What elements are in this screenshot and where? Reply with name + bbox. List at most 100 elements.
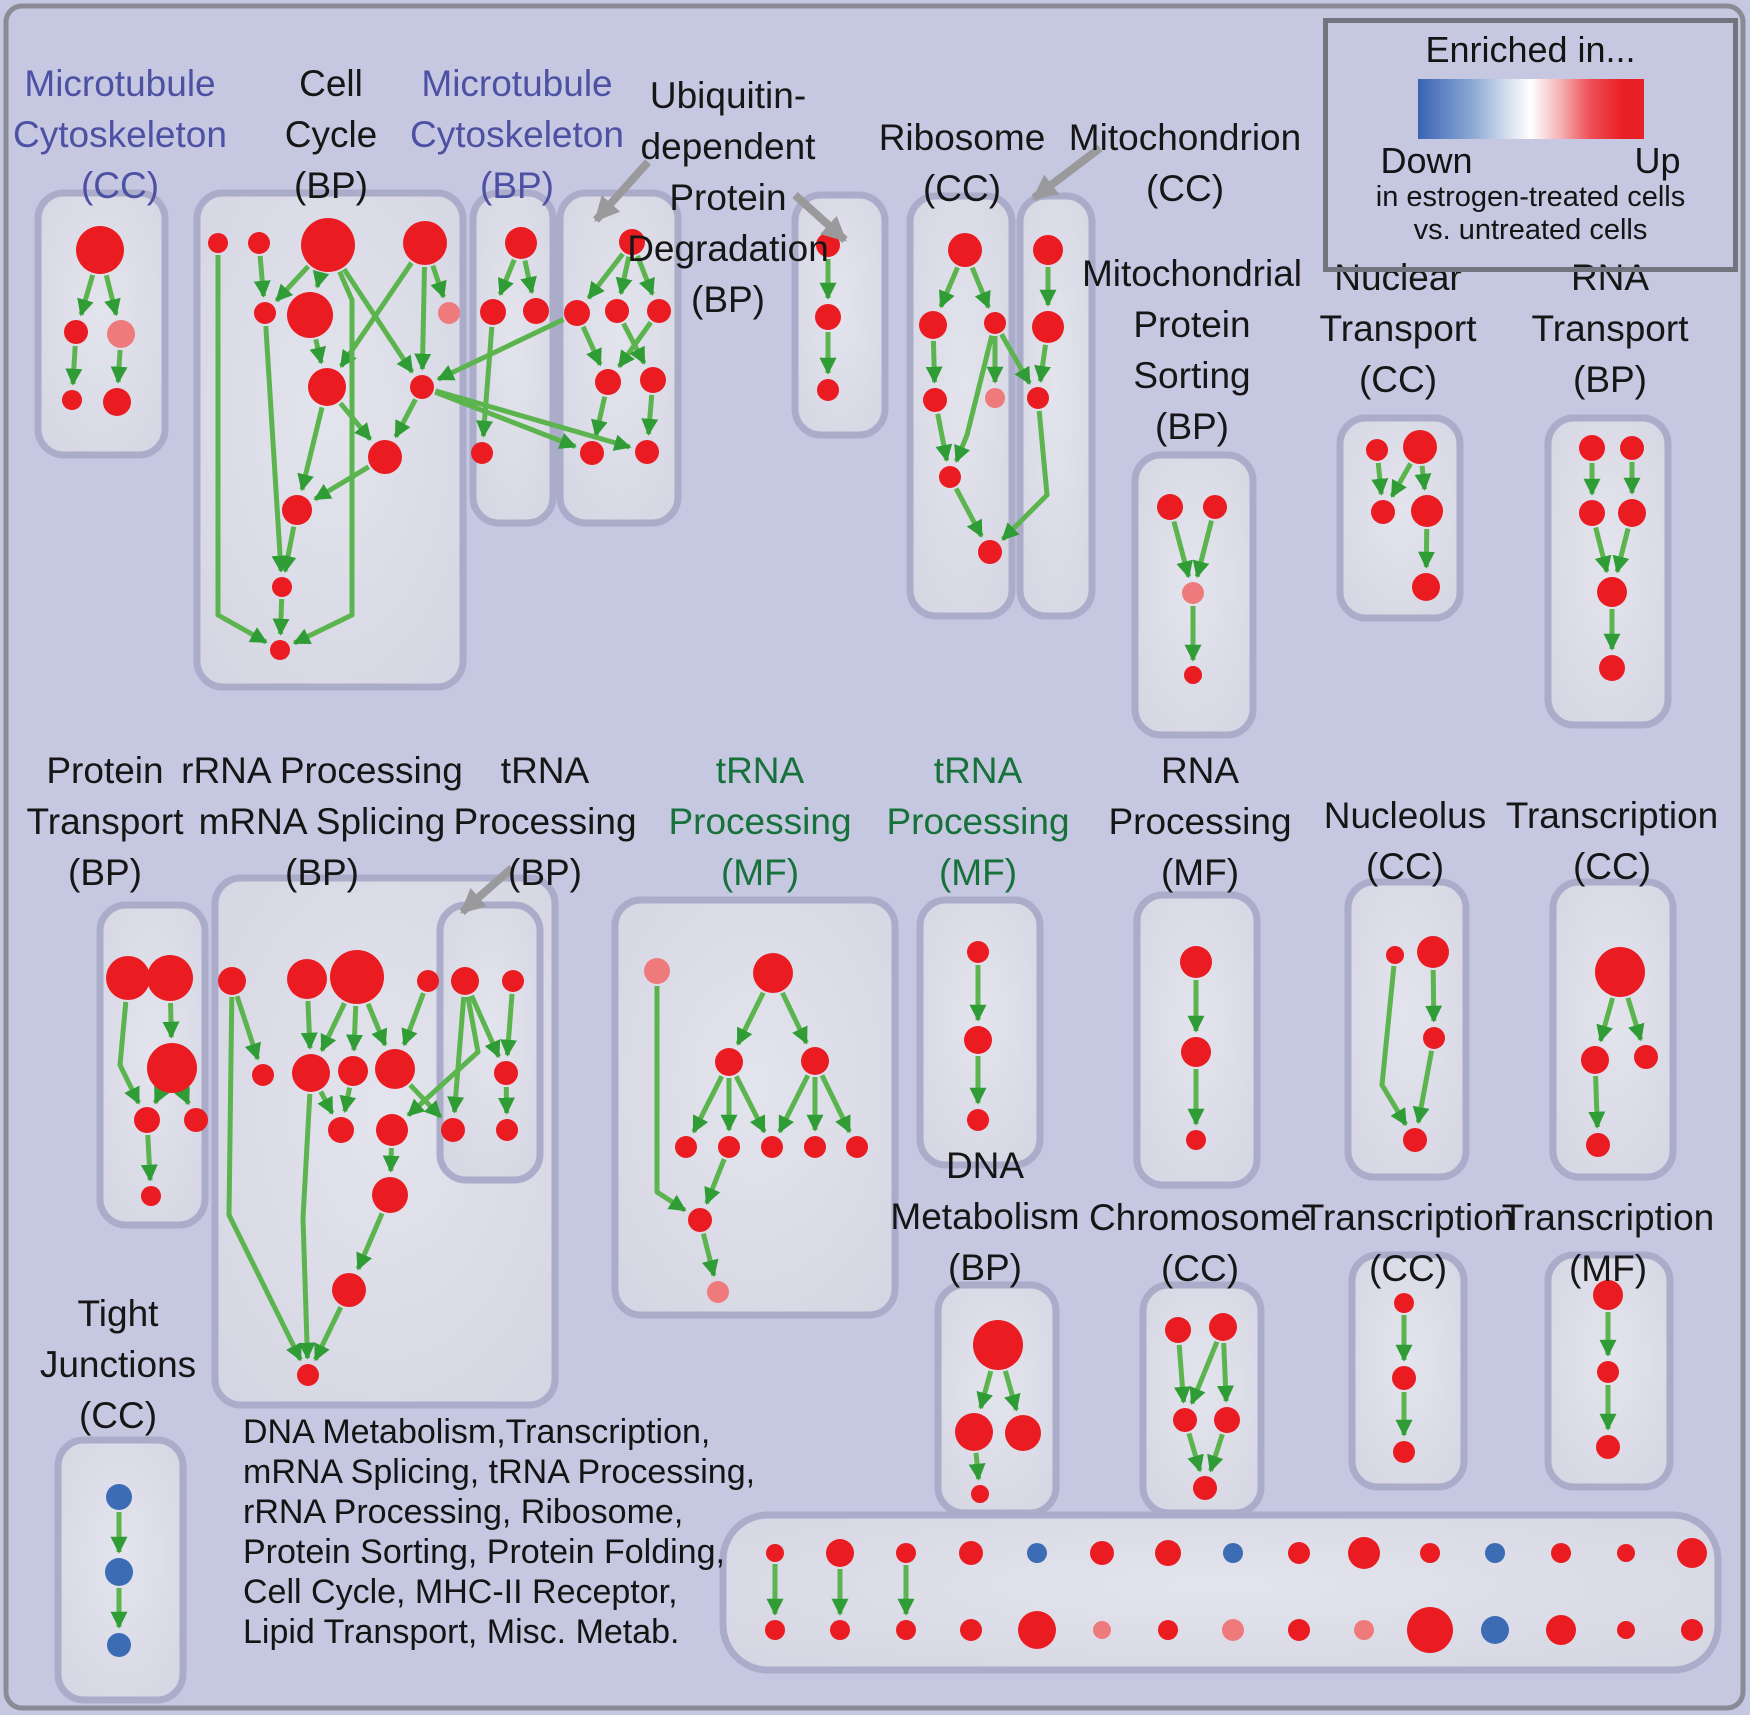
edge-arrow [447,996,467,1114]
node-ntrans [1371,500,1395,524]
label-pointer-arrow [459,864,515,916]
node-mtcc [107,320,135,348]
edge-arrow [953,487,984,538]
edge-arrow [777,1074,811,1134]
node-ptrans [106,956,150,1000]
node-ptrans [184,1108,208,1132]
node-mito [1032,311,1064,343]
edge-arrow [469,994,501,1059]
strip-node-top [766,1544,784,1562]
node-ptrans [147,1043,197,1093]
node-txcc2 [1581,1046,1609,1074]
node-ub1 [595,369,621,395]
node-trnamf1 [688,1208,712,1232]
node-nucleolus [1417,936,1449,968]
edge-arrow [1588,1075,1606,1129]
node-ub1 [605,299,629,323]
node-rtrans [1597,577,1627,607]
node-ntrans [1403,430,1437,464]
edge-arrow [300,1000,318,1050]
node-txcc2 [1595,947,1645,997]
node-dna [955,1413,993,1451]
edge-arrow [700,1232,719,1278]
legend-subtitle-line1: in estrogen-treated cells [1375,181,1686,213]
node-rrna [330,950,384,1004]
node-rtrans [1599,655,1625,681]
edge-arrow [1596,997,1616,1043]
node-ptrans [141,1186,161,1206]
edge-arrow [434,388,632,451]
node-ub1 [640,367,666,393]
node-cc [208,233,228,253]
node-cc [438,302,460,324]
legend-subtitle-line2: vs. untreated cells [1413,214,1648,246]
node-cc [403,221,447,265]
node-msort [1184,666,1202,684]
edge-arrow [1612,527,1631,574]
strip-node-top [1348,1537,1380,1569]
edge-arrow [938,266,960,309]
edge-arrow [215,255,268,645]
edge-arrow [414,266,432,371]
node-txcc2 [1586,1133,1610,1157]
edge-arrow [591,396,608,438]
edge-arrow [274,264,311,303]
edge-arrow [174,1086,191,1106]
strip-node-top [959,1541,983,1565]
node-rnamf [1181,1037,1211,1067]
edge-arrow [1412,1050,1435,1124]
node-trnamf1 [707,1281,729,1303]
node-mtbp [523,298,549,324]
edge-arrow [735,991,766,1046]
node-cc [410,375,434,399]
edge-arrow [339,1087,357,1114]
node-mtcc [103,388,131,416]
node-rtrans [1620,436,1644,460]
strip-node-top [1288,1542,1310,1564]
figure-frame [3,3,1746,1711]
edge-arrow [1425,969,1443,1023]
strip-node-bottom [1681,1619,1703,1641]
edge-arrow [312,269,330,289]
strip-node-bottom [896,1620,916,1640]
group-box-mtcc [34,189,169,459]
node-cc [282,495,312,525]
edge-arrow [292,270,355,646]
edge-arrow [654,986,687,1213]
edge-arrow [140,1134,158,1182]
node-ntrans [1411,495,1443,527]
edge-arrow [436,317,565,382]
node-rnamf [1180,946,1212,978]
edge-arrow [341,267,415,374]
node-rrna [417,970,439,992]
strip-node-bottom [765,1620,785,1640]
group-box-mtbp [469,189,557,527]
group-box-dna [934,1281,1060,1517]
node-trnamf1 [715,1048,743,1076]
edge-arrow [733,1075,767,1134]
edge-arrow [586,252,625,300]
edge-arrow [298,1093,316,1360]
edge-arrow [1189,1340,1220,1405]
edge-arrow [641,394,659,436]
node-trnabp [494,1061,518,1085]
strip-node-top [896,1543,916,1563]
edge-arrow [497,258,517,296]
node-trnamf2 [964,1026,992,1054]
strip-node-top [1617,1544,1635,1562]
edge-arrow [476,326,495,438]
node-trnabp [451,967,479,995]
node-nucleolus [1423,1027,1445,1049]
node-txmf [1596,1435,1620,1459]
edge-arrow [819,1074,852,1134]
edge-arrow [1186,1432,1204,1473]
edge-arrow [309,338,327,365]
legend-down-label: Down [1380,140,1473,181]
edge-arrow [162,1002,180,1039]
edge-arrow [253,255,271,298]
legend-gradient-bar [1417,79,1644,139]
edge-arrow [691,1075,725,1134]
node-ptrans [147,955,193,1001]
node-ub1 [635,440,659,464]
